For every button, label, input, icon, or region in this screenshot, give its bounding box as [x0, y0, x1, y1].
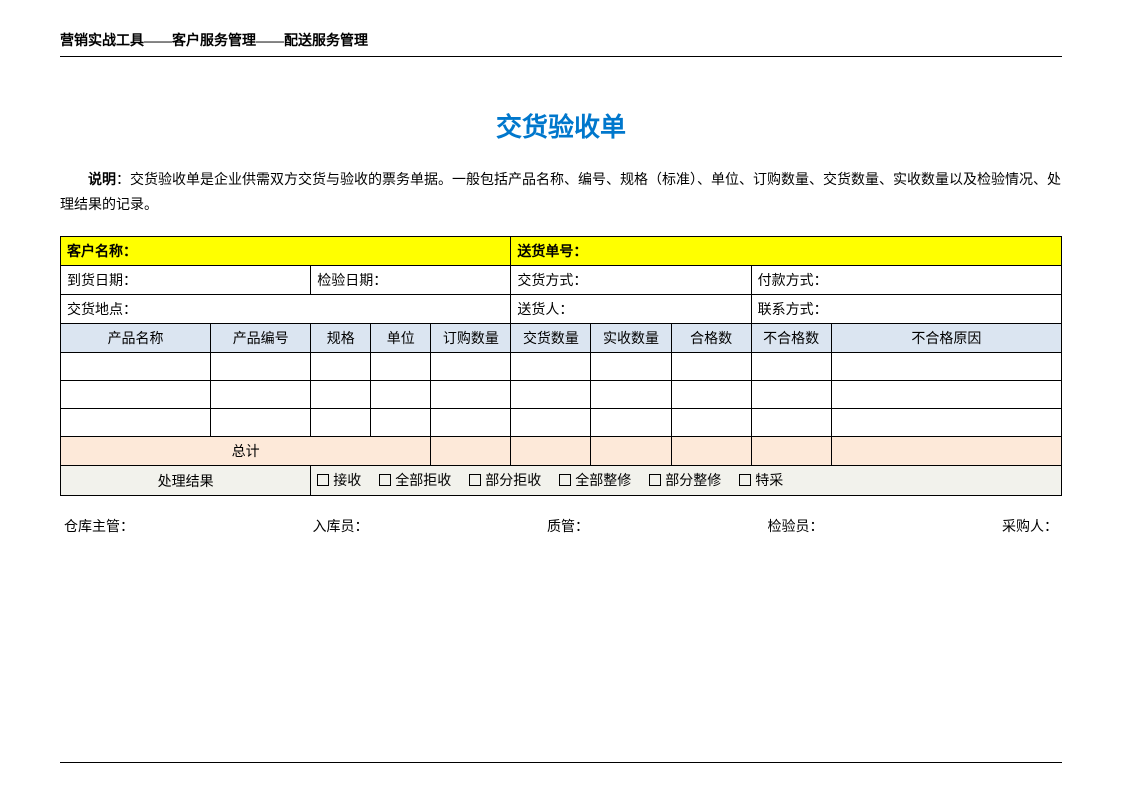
option-repair-partial[interactable]: 部分整修 — [649, 470, 721, 490]
total-label: 总计 — [61, 437, 431, 466]
checkbox-icon — [649, 474, 661, 486]
customer-name-label: 客户名称： — [61, 237, 511, 266]
col-product-name: 产品名称 — [61, 324, 211, 353]
table-row — [61, 353, 1062, 381]
col-fail-qty: 不合格数 — [751, 324, 831, 353]
sig-purchaser: 采购人： — [1002, 516, 1058, 536]
sig-warehouse-clerk: 入库员： — [313, 516, 369, 536]
option-reject-partial[interactable]: 部分拒收 — [469, 470, 541, 490]
checkbox-icon — [469, 474, 481, 486]
result-row: 处理结果 接收 全部拒收 部分拒收 全部整修 部分整修 特采 — [61, 466, 1062, 496]
option-repair-all[interactable]: 全部整修 — [559, 470, 631, 490]
checkbox-icon — [739, 474, 751, 486]
contact-label: 联系方式： — [751, 295, 1061, 324]
delivery-location-label: 交货地点： — [61, 295, 511, 324]
option-accept[interactable]: 接收 — [317, 470, 361, 490]
checkbox-icon — [317, 474, 329, 486]
description-label: 说明 — [88, 173, 116, 188]
breadcrumb: 营销实战工具——客户服务管理——配送服务管理 — [60, 30, 1062, 57]
col-delivery-qty: 交货数量 — [511, 324, 591, 353]
delivery-method-label: 交货方式： — [511, 266, 751, 295]
footer-line — [60, 762, 1062, 763]
sig-warehouse-supervisor: 仓库主管： — [64, 516, 134, 536]
checkbox-icon — [559, 474, 571, 486]
option-reject-all[interactable]: 全部拒收 — [379, 470, 451, 490]
col-pass-qty: 合格数 — [671, 324, 751, 353]
table-row — [61, 381, 1062, 409]
description-text: ：交货验收单是企业供需双方交货与验收的票务单据。一般包括产品名称、编号、规格（标… — [60, 173, 1061, 213]
inspection-date-label: 检验日期： — [311, 266, 511, 295]
checkbox-icon — [379, 474, 391, 486]
table-row — [61, 409, 1062, 437]
info-row-3: 交货地点： 送货人： 联系方式： — [61, 295, 1062, 324]
sig-qc: 质管： — [547, 516, 589, 536]
col-spec: 规格 — [311, 324, 371, 353]
signatures: 仓库主管： 入库员： 质管： 检验员： 采购人： — [60, 516, 1062, 536]
info-row-2: 到货日期： 检验日期： 交货方式： 付款方式： — [61, 266, 1062, 295]
result-options: 接收 全部拒收 部分拒收 全部整修 部分整修 特采 — [317, 470, 783, 490]
col-fail-reason: 不合格原因 — [831, 324, 1061, 353]
info-row-1: 客户名称： 送货单号： — [61, 237, 1062, 266]
column-header-row: 产品名称 产品编号 规格 单位 订购数量 交货数量 实收数量 合格数 不合格数 … — [61, 324, 1062, 353]
payment-method-label: 付款方式： — [751, 266, 1061, 295]
deliverer-label: 送货人： — [511, 295, 751, 324]
arrival-date-label: 到货日期： — [61, 266, 311, 295]
delivery-number-label: 送货单号： — [511, 237, 1062, 266]
total-row: 总计 — [61, 437, 1062, 466]
col-product-code: 产品编号 — [211, 324, 311, 353]
form-table: 客户名称： 送货单号： 到货日期： 检验日期： 交货方式： 付款方式： 交货地点… — [60, 236, 1062, 496]
sig-inspector: 检验员： — [768, 516, 824, 536]
result-label: 处理结果 — [61, 466, 311, 496]
description: 说明：交货验收单是企业供需双方交货与验收的票务单据。一般包括产品名称、编号、规格… — [60, 168, 1062, 218]
col-received-qty: 实收数量 — [591, 324, 671, 353]
option-special[interactable]: 特采 — [739, 470, 783, 490]
col-order-qty: 订购数量 — [431, 324, 511, 353]
page-title: 交货验收单 — [60, 107, 1062, 144]
col-unit: 单位 — [371, 324, 431, 353]
